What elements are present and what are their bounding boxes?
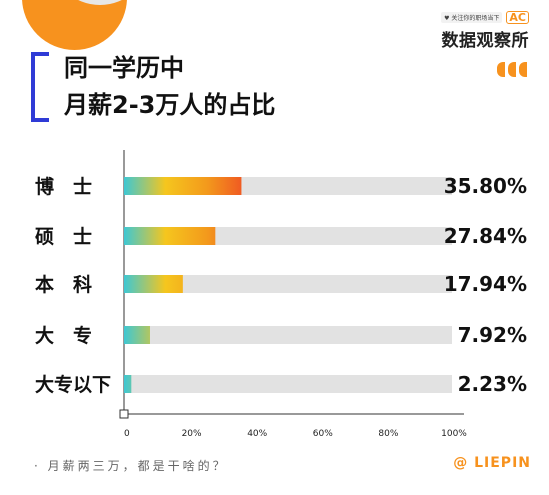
value-label: 27.84% (444, 224, 527, 248)
bar-track (124, 326, 452, 344)
brand-tagline: ♥ 关注你的职场当下 (441, 11, 503, 23)
x-tick-label: 100% (441, 429, 467, 439)
brand-logo: ♥ 关注你的职场当下 AC 数据观察所 (441, 10, 529, 51)
category-label: 本 科 (35, 273, 92, 296)
footer-brand: @ LIEPIN (453, 455, 531, 471)
brand-logo-mark: AC (506, 10, 529, 24)
chart-title-line-2: 月薪2-3万人的占比 (64, 91, 276, 119)
bar (124, 275, 183, 293)
x-tick-label: 0 (124, 429, 130, 439)
brand-name: 数据观察所 (441, 31, 529, 51)
category-label: 大专以下 (35, 373, 111, 396)
x-tick-label: 60% (313, 429, 333, 439)
title-bracket-decoration (31, 52, 49, 122)
bar (124, 326, 150, 344)
chart-title-line-1: 同一学历中 (64, 54, 184, 82)
bar (124, 177, 242, 195)
value-label: 2.23% (458, 372, 527, 396)
bar-track (124, 375, 452, 393)
bar-track (124, 275, 452, 293)
axis-origin-marker (119, 409, 129, 419)
value-label: 35.80% (444, 174, 527, 198)
value-label: 7.92% (458, 323, 527, 347)
triple-chevron-icon (497, 62, 527, 77)
category-label: 大 专 (35, 324, 92, 347)
x-tick-label: 20% (182, 429, 202, 439)
bar (124, 227, 216, 245)
x-tick-label: 80% (378, 429, 398, 439)
chart-title: 同一学历中 月薪2-3万人的占比 (64, 50, 275, 124)
x-tick-label: 40% (247, 429, 267, 439)
bar (124, 375, 132, 393)
footer-note: · 月薪两三万，都是干啥的？ (34, 459, 228, 473)
value-label: 17.94% (444, 272, 527, 296)
category-label: 博 士 (35, 175, 92, 198)
category-label: 硕 士 (35, 226, 92, 248)
